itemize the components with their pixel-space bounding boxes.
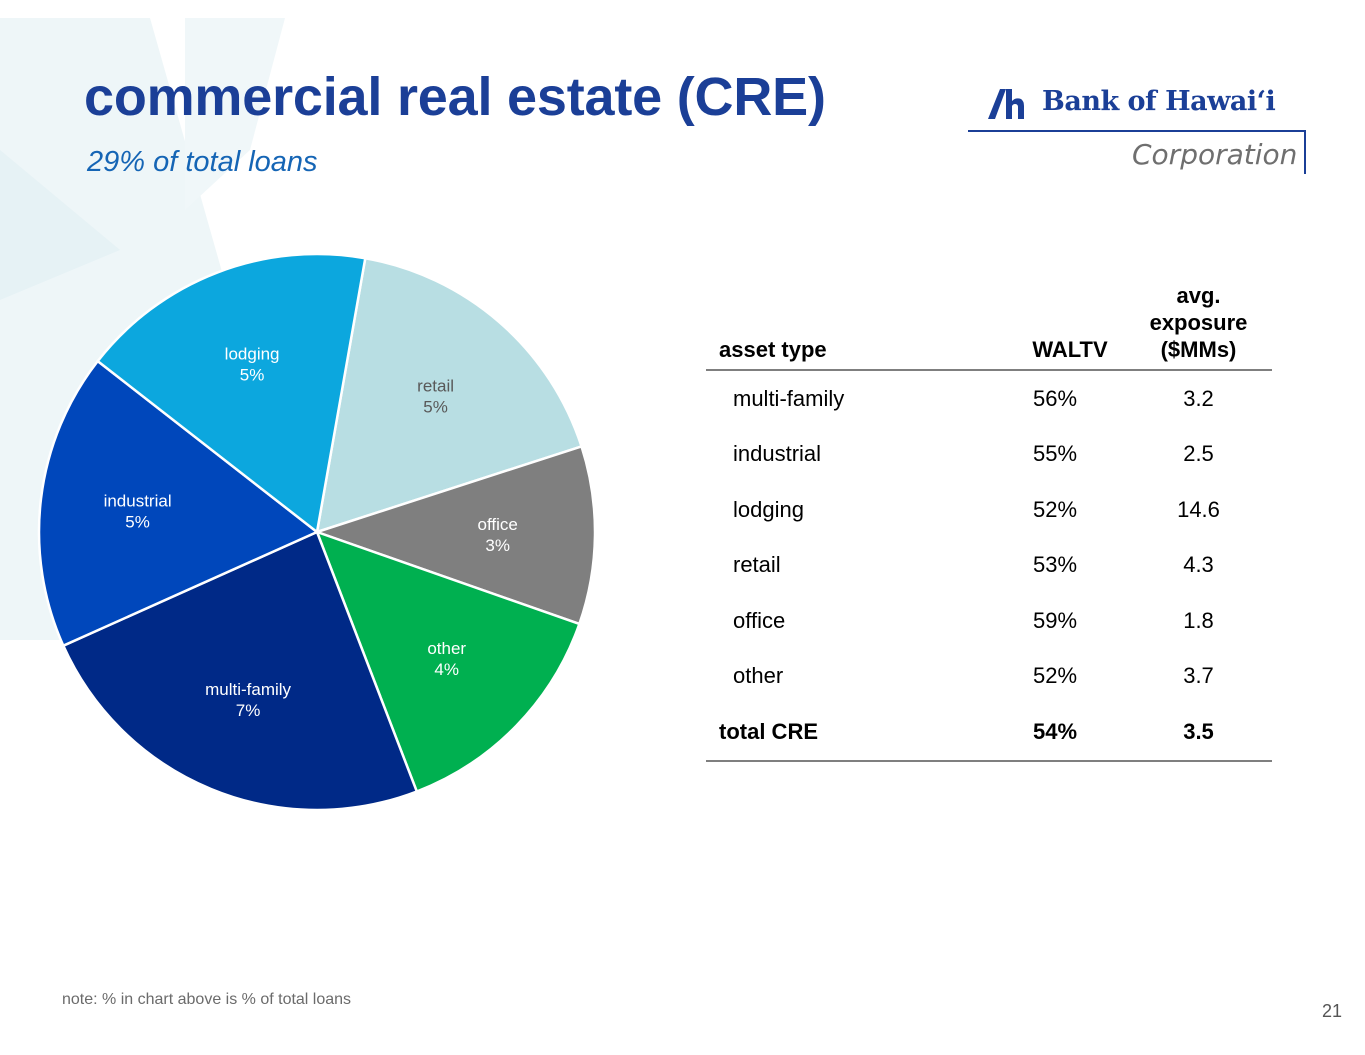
header-exposure-line3: ($MMs) [1160, 337, 1237, 362]
cell-exposure: 2.5 [1183, 441, 1214, 467]
cell-waltv: 59% [1032, 607, 1078, 633]
bank-logo-rule [968, 130, 1306, 132]
table-total-row: total CRE 54% 3.5 [706, 704, 1272, 762]
slide-title: commercial real estate (CRE) [84, 67, 826, 127]
header-exposure-line1: avg. [1176, 283, 1221, 308]
cell-total-waltv: 54% [949, 704, 1125, 762]
bank-logo-corporation: Corporation [1132, 138, 1298, 171]
pie-label-retail: retail 5% [417, 377, 454, 417]
pie-label-lodging: lodging 5% [225, 344, 280, 384]
page-number: 21 [1322, 1001, 1343, 1021]
cell-asset-type: industrial [733, 441, 822, 467]
cell-waltv: 52% [1032, 663, 1078, 689]
cell-waltv: 52% [1032, 496, 1078, 522]
table-row: industrial 55% 2.5 [706, 427, 1272, 483]
header-exposure-line2: exposure [1149, 310, 1248, 335]
pie-slice-other [314, 529, 581, 794]
cell-waltv: 56% [1032, 385, 1078, 411]
pie-label-other: other 4% [427, 639, 466, 679]
cell-waltv: 53% [1032, 552, 1078, 578]
cell-asset-type: office [733, 607, 786, 633]
header-asset-type: asset type [706, 282, 949, 371]
cre-pie-chart: retail 5% office 3% other 4% multi-family 7% ind… [37, 252, 597, 812]
cell-exposure: 14.6 [1177, 496, 1220, 522]
pie-slice-lodging [95, 252, 367, 535]
cell-asset-type: lodging [733, 496, 804, 522]
table-row: retail 53% 4.3 [706, 538, 1272, 594]
cre-table: asset type WALTV avg. exposure ($MMs) mu… [706, 282, 1272, 762]
cell-exposure: 1.8 [1183, 607, 1214, 633]
cell-total-exposure: 3.5 [1125, 704, 1272, 762]
pie-label-office: office 3% [478, 515, 518, 555]
slide-subtitle: 29% of total loans [87, 146, 318, 178]
cell-total-label: total CRE [706, 704, 949, 762]
footnote: note: % in chart above is % of total loa… [62, 991, 352, 1008]
cell-exposure: 4.3 [1183, 552, 1214, 578]
header-avg-exposure: avg. exposure ($MMs) [1125, 282, 1272, 371]
cell-exposure: 3.7 [1183, 663, 1214, 689]
table-row: office 59% 1.8 [706, 593, 1272, 649]
bank-logo-name: Bank of Hawaiʻi [1042, 86, 1276, 117]
pie-slice-industrial [37, 359, 320, 648]
table-header-row: asset type WALTV avg. exposure ($MMs) [706, 282, 1272, 371]
cell-asset-type: other [733, 663, 784, 689]
pie-slice-multi-family [61, 530, 419, 812]
bank-logo-vrule [1304, 130, 1306, 174]
table-row: other 52% 3.7 [706, 649, 1272, 705]
pie-slice-office [313, 444, 597, 626]
bank-logo-icon [988, 89, 1024, 119]
cell-asset-type: multi-family [733, 385, 845, 411]
bank-logo: Bank of Hawaiʻi Corporation [966, 82, 1311, 177]
pie-slice-retail [315, 256, 584, 534]
cell-asset-type: retail [733, 552, 781, 578]
cell-waltv: 55% [1032, 441, 1078, 467]
cell-exposure: 3.2 [1183, 385, 1214, 411]
pie-label-multi-family: multi-family 7% [205, 680, 291, 720]
table-row: multi-family 56% 3.2 [706, 370, 1272, 427]
table-row: lodging 52% 14.6 [706, 482, 1272, 538]
pie-label-industrial: industrial 5% [104, 491, 172, 531]
header-waltv: WALTV [949, 282, 1125, 371]
